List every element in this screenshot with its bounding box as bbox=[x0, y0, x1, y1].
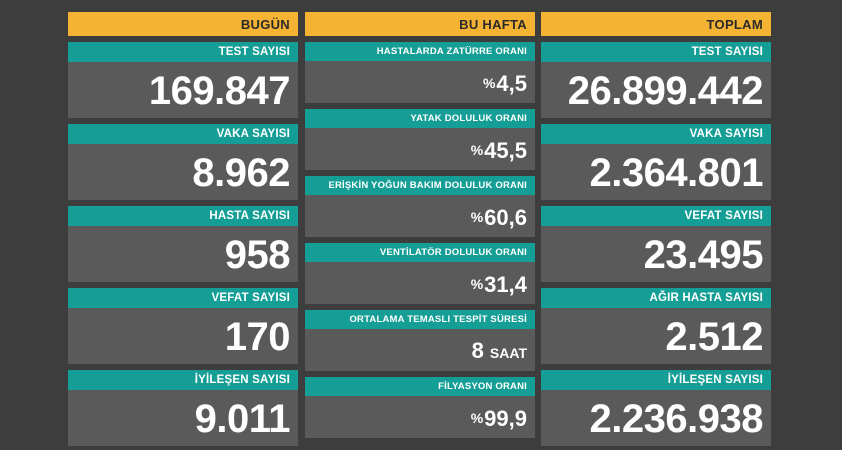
stat-label: ERİŞKİN YOĞUN BAKIM DOLULUK ORANI bbox=[305, 176, 535, 195]
today-patient-card: HASTA SAYISI 958 bbox=[68, 206, 298, 282]
stat-value: %60,6 bbox=[305, 195, 535, 237]
stat-value: 23.495 bbox=[643, 233, 764, 277]
week-ventilator-card: VENTİLATÖR DOLULUK ORANI %31,4 bbox=[305, 243, 535, 304]
stat-label: VEFAT SAYISI bbox=[541, 206, 771, 226]
percent-sign: % bbox=[470, 209, 484, 225]
stat-label: VENTİLATÖR DOLULUK ORANI bbox=[305, 243, 535, 262]
today-recovered-card: İYİLEŞEN SAYISI 9.011 bbox=[68, 370, 298, 446]
week-filiation-card: FİLYASYON ORANI %99,9 bbox=[305, 377, 535, 438]
stat-label: İYİLEŞEN SAYISI bbox=[541, 370, 771, 390]
week-pneumonia-card: HASTALARDA ZATÜRRE ORANI %4,5 bbox=[305, 42, 535, 103]
stat-value: 8 SAAT bbox=[305, 329, 535, 371]
stat-label: VAKA SAYISI bbox=[68, 124, 298, 144]
week-header: BU HAFTA bbox=[305, 12, 535, 36]
total-death-card: VEFAT SAYISI 23.495 bbox=[541, 206, 771, 282]
stat-value: %4,5 bbox=[305, 61, 535, 103]
week-column: BU HAFTA HASTALARDA ZATÜRRE ORANI %4,5 Y… bbox=[305, 12, 535, 438]
total-recovered-card: İYİLEŞEN SAYISI 2.236.938 bbox=[541, 370, 771, 446]
stat-value: 958 bbox=[224, 233, 291, 277]
week-icu-card: ERİŞKİN YOĞUN BAKIM DOLULUK ORANI %60,6 bbox=[305, 176, 535, 237]
stat-number: 45,5 bbox=[484, 138, 527, 163]
stat-value: %99,9 bbox=[305, 396, 535, 438]
stat-value: %31,4 bbox=[305, 262, 535, 304]
stat-label: HASTA SAYISI bbox=[68, 206, 298, 226]
stat-label: TEST SAYISI bbox=[541, 42, 771, 62]
stat-label: VEFAT SAYISI bbox=[68, 288, 298, 308]
stat-unit: SAAT bbox=[489, 345, 527, 361]
total-case-card: VAKA SAYISI 2.364.801 bbox=[541, 124, 771, 200]
stat-label: ORTALAMA TEMASLI TESPİT SÜRESİ bbox=[305, 310, 535, 329]
stat-label: VAKA SAYISI bbox=[541, 124, 771, 144]
percent-sign: % bbox=[482, 75, 496, 91]
stat-value: %45,5 bbox=[305, 128, 535, 170]
today-death-card: VEFAT SAYISI 170 bbox=[68, 288, 298, 364]
today-test-card: TEST SAYISI 169.847 bbox=[68, 42, 298, 118]
stat-number: 60,6 bbox=[484, 205, 527, 230]
percent-sign: % bbox=[470, 410, 484, 426]
stat-value: 2.364.801 bbox=[589, 151, 764, 195]
stat-label: YATAK DOLULUK ORANI bbox=[305, 109, 535, 128]
percent-sign: % bbox=[470, 142, 484, 158]
stat-value: 26.899.442 bbox=[567, 69, 764, 113]
total-severe-card: AĞIR HASTA SAYISI 2.512 bbox=[541, 288, 771, 364]
stat-number: 31,4 bbox=[484, 272, 527, 297]
stat-label: İYİLEŞEN SAYISI bbox=[68, 370, 298, 390]
stat-value: 2.512 bbox=[665, 315, 763, 359]
stat-number: 8 bbox=[471, 338, 484, 363]
today-header: BUGÜN bbox=[68, 12, 298, 36]
week-contact-time-card: ORTALAMA TEMASLI TESPİT SÜRESİ 8 SAAT bbox=[305, 310, 535, 371]
stat-value: 2.236.938 bbox=[589, 397, 764, 441]
total-column: TOPLAM TEST SAYISI 26.899.442 VAKA SAYIS… bbox=[541, 12, 771, 446]
stat-value: 9.011 bbox=[194, 397, 291, 441]
stat-label: AĞIR HASTA SAYISI bbox=[541, 288, 771, 308]
today-column: BUGÜN TEST SAYISI 169.847 VAKA SAYISI 8.… bbox=[68, 12, 298, 446]
today-case-card: VAKA SAYISI 8.962 bbox=[68, 124, 298, 200]
total-test-card: TEST SAYISI 26.899.442 bbox=[541, 42, 771, 118]
total-header: TOPLAM bbox=[541, 12, 771, 36]
stat-label: FİLYASYON ORANI bbox=[305, 377, 535, 396]
stat-label: TEST SAYISI bbox=[68, 42, 298, 62]
stat-value: 170 bbox=[224, 315, 291, 359]
week-bed-card: YATAK DOLULUK ORANI %45,5 bbox=[305, 109, 535, 170]
stat-value: 169.847 bbox=[148, 69, 291, 113]
stat-number: 4,5 bbox=[496, 71, 527, 96]
stat-number: 99,9 bbox=[484, 406, 527, 431]
stat-value: 8.962 bbox=[192, 151, 290, 195]
stat-label: HASTALARDA ZATÜRRE ORANI bbox=[305, 42, 535, 61]
percent-sign: % bbox=[470, 276, 484, 292]
